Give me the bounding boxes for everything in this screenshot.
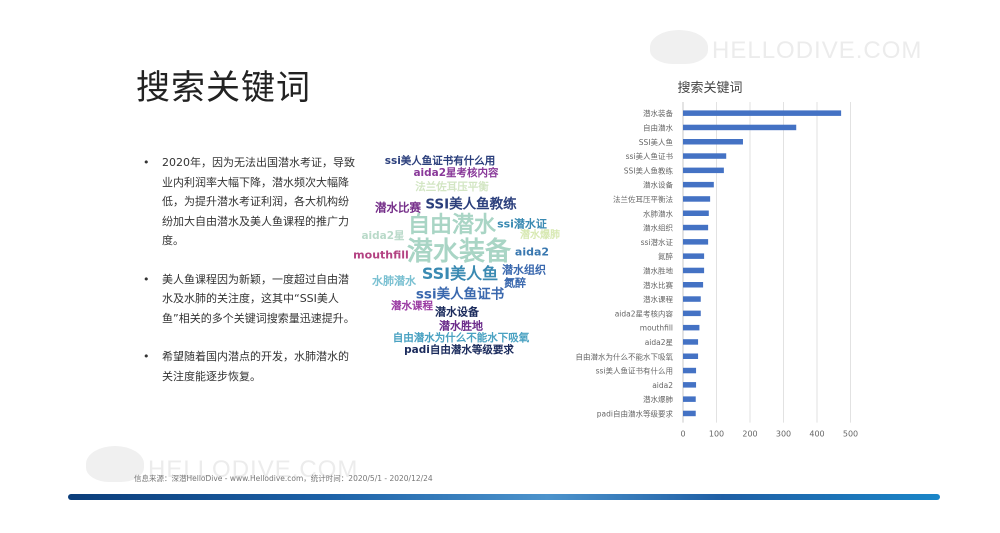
- cloud-word: mouthfill: [353, 248, 409, 262]
- category-label: 法兰佐耳压平衡法: [613, 194, 673, 204]
- cloud-word: padi自由潜水等级要求: [404, 343, 514, 356]
- cloud-word: ssi美人鱼证书: [415, 286, 505, 303]
- bar: [683, 382, 697, 388]
- cloud-word: 潜水爆肺: [520, 230, 560, 241]
- bar: [683, 339, 699, 345]
- bar: [683, 110, 842, 116]
- x-tick-label: 200: [742, 430, 757, 439]
- bar: [683, 310, 701, 317]
- bullet-item: • 美人鱼课程因为新颖，一度超过自由潜水及水肺的关注度，这其中“SSI美人鱼”相关…: [143, 270, 356, 329]
- category-label: 潜水胜地: [643, 265, 673, 275]
- cloud-word: ssi潜水证: [497, 217, 547, 231]
- x-tick-label: 0: [680, 430, 685, 439]
- cloud-word: 潜水胜地: [439, 319, 483, 333]
- cloud-word: aida2星考核内容: [413, 166, 499, 179]
- category-label: ssi美人鱼证书有什么用: [596, 366, 673, 376]
- bar: [683, 181, 714, 188]
- category-label: 潜水比赛: [643, 280, 673, 290]
- bar: [683, 139, 743, 145]
- category-label: aida2星: [645, 338, 674, 347]
- category-label: 水肺潜水: [643, 208, 673, 218]
- page-title: 搜索关键词: [136, 68, 311, 108]
- bar: [683, 367, 697, 374]
- category-label: SSI美人鱼: [639, 137, 674, 147]
- bullet-dot: •: [143, 350, 150, 363]
- x-tick-label: 400: [809, 430, 824, 439]
- bar: [683, 210, 709, 216]
- bar: [683, 353, 699, 359]
- bullet-item: • 希望随着国内潜点的开发，水肺潜水的关注度能逐步恢复。: [143, 347, 356, 386]
- category-label: 潜水装备: [643, 108, 673, 118]
- watermark-whale-icon: [86, 446, 144, 482]
- category-label: 潜水组织: [643, 223, 673, 233]
- word-cloud: ssi美人鱼证书有什么用 aida2星考核内容 法兰佐耳压平衡 潜水比赛 SSI…: [340, 150, 570, 365]
- cloud-word: 潜水设备: [435, 305, 479, 319]
- category-label: 自由潜水为什么不能水下吸氧: [576, 351, 674, 361]
- x-tick-label: 100: [709, 430, 724, 439]
- chart-title: 搜索关键词: [677, 81, 743, 96]
- cloud-word: 水肺潜水: [372, 274, 416, 288]
- cloud-word: SSI美人鱼教练: [425, 196, 517, 213]
- cloud-word: 自由潜水为什么不能水下吸氧: [392, 331, 530, 344]
- x-tick-label: 500: [843, 430, 858, 439]
- bar: [683, 396, 696, 402]
- watermark-whale-icon: [650, 30, 708, 64]
- bar: [683, 253, 705, 259]
- cloud-word: SSI美人鱼: [421, 264, 499, 283]
- bar: [683, 282, 704, 288]
- bullet-item: • 2020年，因为无法出国潜水考证，导致业内利润率大幅下降，潜水频次大幅降低，为…: [143, 153, 356, 251]
- cloud-word: 潜水装备: [406, 237, 512, 267]
- cloud-word: 潜水课程: [391, 299, 433, 312]
- watermark-text: HELLODIVE.COM: [712, 37, 923, 64]
- watermark-text: HELLODIVE.COM: [148, 456, 359, 483]
- category-label: 潜水爆肺: [643, 394, 673, 404]
- bar: [683, 224, 709, 231]
- category-label: 自由潜水: [643, 122, 673, 132]
- bullet-list: • 2020年，因为无法出国潜水考证，导致业内利润率大幅下降，潜水频次大幅降低，为…: [143, 153, 356, 405]
- bar: [683, 196, 711, 202]
- bullet-dot: •: [143, 156, 150, 169]
- category-label: mouthfill: [640, 324, 673, 333]
- category-label: aida2: [652, 381, 673, 390]
- category-label: padi自由潜水等级要求: [597, 408, 674, 418]
- cloud-word: 氮醉: [504, 276, 526, 290]
- bar: [683, 153, 727, 159]
- bar: [683, 267, 705, 274]
- cloud-word: 潜水比赛: [375, 200, 421, 215]
- bar: [683, 124, 797, 131]
- cloud-word: 潜水组织: [502, 263, 546, 277]
- bar: [683, 296, 701, 302]
- bullet-dot: •: [143, 272, 150, 286]
- bullet-text: 2020年，因为无法出国潜水考证，导致业内利润率大幅下降，潜水频次大幅降低，为提…: [162, 156, 355, 247]
- category-label: 潜水课程: [643, 294, 673, 304]
- bar: [683, 167, 724, 174]
- category-label: SSI美人鱼教练: [624, 165, 674, 175]
- cloud-word: 自由潜水: [407, 213, 497, 238]
- source-note: 信息来源：深潜HelloDive - www.Hellodive.com，统计时…: [134, 474, 433, 483]
- x-tick-label: 300: [776, 430, 791, 439]
- footer-band: [68, 494, 940, 500]
- category-label: ssi潜水证: [641, 237, 674, 247]
- bullet-text: 美人鱼课程因为新颖，一度超过自由潜水及水肺的关注度，这其中“SSI美人鱼”相关的…: [162, 272, 355, 325]
- cloud-word: ssi美人鱼证书有什么用: [384, 154, 496, 167]
- bar: [683, 324, 700, 331]
- category-label: ssi美人鱼证书: [626, 151, 674, 161]
- cloud-word: aida2: [514, 245, 550, 259]
- bar: [683, 239, 709, 245]
- category-label: 潜水设备: [643, 180, 673, 190]
- bar: [683, 410, 696, 417]
- cloud-word: aida2星: [361, 229, 405, 242]
- category-label: aida2星考核内容: [615, 308, 674, 318]
- category-label: 氮醉: [658, 251, 673, 261]
- bullet-text: 希望随着国内潜点的开发，水肺潜水的关注度能逐步恢复。: [162, 350, 349, 383]
- cloud-word: 法兰佐耳压平衡: [415, 180, 489, 193]
